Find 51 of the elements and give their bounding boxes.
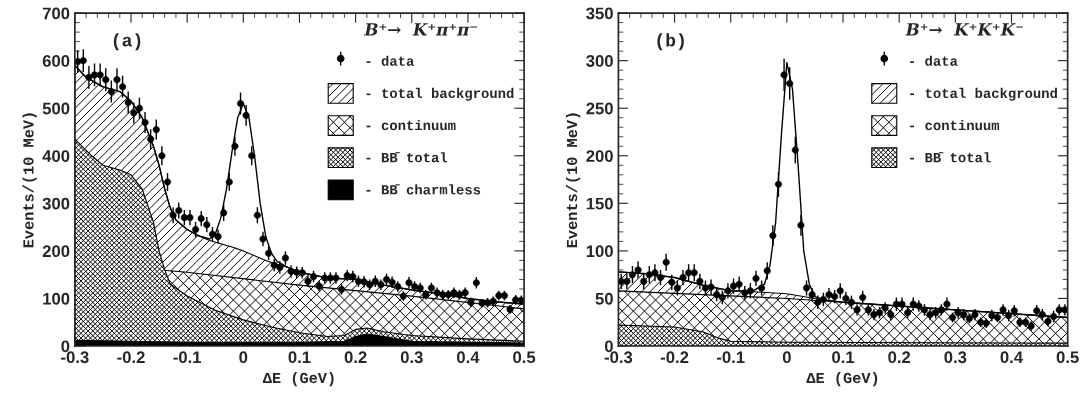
x-tick-label: 0.3 — [400, 351, 423, 364]
legend-label: - continuum — [366, 119, 456, 131]
annotation: (b) — [657, 33, 684, 51]
x-tick-label: 0.2 — [344, 351, 367, 364]
x-tick-label: -0.3 — [604, 351, 633, 364]
legend-label: - data — [366, 55, 414, 66]
x-tick-label: -0.3 — [61, 351, 89, 364]
x-axis-title: ΔE (GeV) — [806, 371, 878, 387]
y-tick-label: 300 — [586, 55, 613, 67]
x-tick-label: 0.2 — [888, 351, 911, 364]
y-tick-label: 350 — [586, 7, 613, 20]
legend-label: - continuum — [910, 119, 1000, 131]
legend-label: - total background — [366, 87, 514, 101]
legend-title: B⁺→ K⁺π⁺π⁻ — [364, 23, 478, 36]
x-tick-label: 0.4 — [1000, 351, 1023, 364]
y-tick-label: 50 — [595, 292, 613, 305]
y-tick-label: 300 — [42, 197, 70, 210]
y-tick-label: 0 — [604, 340, 613, 353]
legend-label: - BB̄ charmless — [366, 184, 481, 195]
legend-label: - BB̄ total — [366, 152, 448, 163]
x-tick-label: 0.5 — [513, 351, 536, 364]
y-tick-label: 400 — [42, 150, 70, 162]
y-tick-label: 200 — [42, 245, 70, 258]
y-tick-label: 250 — [586, 102, 613, 115]
y-tick-label: 0 — [61, 340, 70, 353]
x-tick-label: 0 — [782, 351, 791, 364]
x-tick-label: 0 — [239, 351, 248, 364]
y-tick-label: 150 — [586, 197, 613, 210]
annotation: (a) — [113, 33, 141, 51]
y-axis-title: Events/(10 MeV) — [22, 113, 37, 248]
y-tick-label: 100 — [586, 245, 613, 258]
x-tick-label: 0.4 — [457, 351, 480, 364]
y-tick-label: 100 — [43, 292, 70, 305]
legend-label: - total background — [910, 87, 1057, 101]
x-tick-label: -0.1 — [717, 351, 745, 364]
y-tick-label: 700 — [42, 7, 70, 20]
x-tick-label: 0.1 — [288, 351, 311, 364]
x-tick-label: 0.3 — [944, 351, 967, 364]
x-tick-label: 0.1 — [832, 351, 855, 364]
y-tick-label: 500 — [42, 102, 70, 115]
x-axis-title: ΔE (GeV) — [262, 371, 334, 387]
legend-label: - BB̄ total — [910, 152, 991, 163]
x-tick-label: 0.5 — [1056, 351, 1079, 364]
x-tick-label: -0.2 — [117, 351, 145, 364]
legend-label: - data — [910, 55, 958, 66]
x-tick-label: -0.1 — [173, 351, 202, 364]
legend-title: B⁺→ K⁺K⁺K⁻ — [905, 23, 1023, 36]
y-axis-title: Events/(10 MeV) — [565, 113, 581, 248]
y-tick-label: 200 — [586, 150, 613, 162]
y-tick-label: 600 — [42, 55, 70, 67]
x-tick-label: -0.2 — [660, 351, 689, 364]
